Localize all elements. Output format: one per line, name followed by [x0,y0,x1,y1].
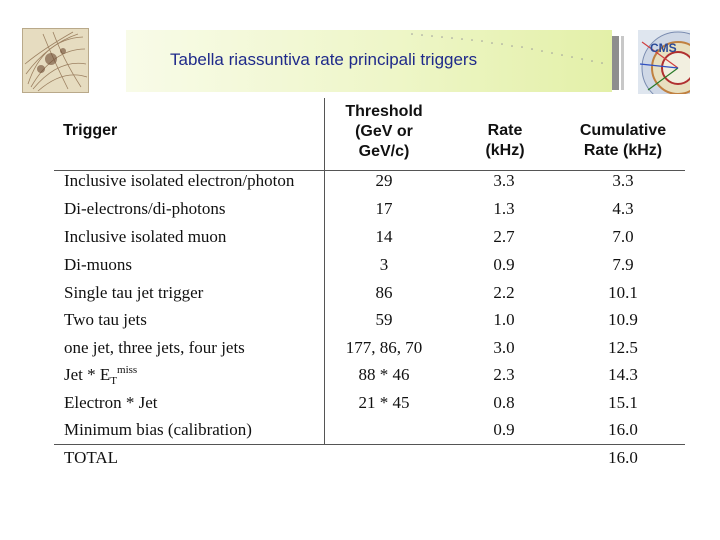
trigger-name: Di-muons [64,255,132,274]
cumulative-value: 16.0 [608,420,638,439]
cumulative-value: 3.3 [612,171,634,190]
trigger-name: one jet, three jets, four jets [64,338,245,357]
slide-title: Tabella riassuntiva rate principali trig… [170,50,478,69]
cumulative-value: 7.0 [612,227,634,246]
header-cumulative: Cumulative Rate (kHz) [567,121,679,161]
header-divider [54,170,685,171]
trigger-name-base: Jet * E [64,365,111,384]
rate-value: 1.0 [493,310,515,329]
threshold-value: 59 [375,310,393,329]
threshold-value: 14 [375,227,393,246]
table-row: Electron * Jet 21 * 45 0.8 15.1 [0,389,720,417]
cumulative-value: 10.1 [608,283,638,302]
cumulative-value: 10.9 [608,310,638,329]
table-row: Jet * ETmiss 88 * 46 2.3 14.3 [0,361,720,389]
total-label: TOTAL [64,448,119,467]
rate-value: 2.3 [493,365,515,384]
dotted-decoration [411,33,603,64]
table-row: Minimum bias (calibration) 0.9 16.0 [0,416,720,444]
trigger-name: Inclusive isolated muon [64,227,227,246]
threshold-value: 3 [379,255,389,274]
header-threshold-line3: GeV/c) [358,143,410,160]
threshold-value: 17 [375,199,393,218]
cms-logo-text: CMS [650,41,677,55]
trigger-name: Jet * ETmiss [64,361,137,391]
header-cumulative-line1: Cumulative [579,122,667,139]
total-row: TOTAL 16.0 [0,444,720,472]
column-divider [324,98,325,444]
rate-value: 0.8 [493,393,515,412]
trigger-name-subscript: T [110,375,118,387]
rate-value: 3.3 [493,171,515,190]
trigger-name: Di-electrons/di-photons [64,199,226,218]
trigger-name: Inclusive isolated electron/photon [64,171,295,190]
cumulative-value: 12.5 [608,338,638,357]
table-row: Two tau jets 59 1.0 10.9 [0,306,720,334]
trigger-name: Single tau jet trigger [64,283,204,302]
cumulative-value: 7.9 [612,255,634,274]
threshold-value: 86 [375,283,393,302]
cumulative-value: 15.1 [608,393,638,412]
cumulative-value: 4.3 [612,199,634,218]
title-banner [126,30,612,92]
cumulative-value: 14.3 [608,365,638,384]
rate-value: 0.9 [493,420,515,439]
rate-value: 1.3 [493,199,515,218]
table-row: Inclusive isolated muon 14 2.7 7.0 [0,223,720,251]
threshold-value: 177, 86, 70 [345,338,423,357]
table-row: Inclusive isolated electron/photon 29 3.… [0,167,720,195]
divider-bar-light [621,36,624,90]
header-threshold: Threshold (GeV or GeV/c) [328,102,440,162]
header-rate-line1: Rate [487,122,523,139]
total-divider [54,444,685,445]
table-row: Single tau jet trigger 86 2.2 10.1 [0,279,720,307]
particle-tracks-logo [22,28,89,93]
rate-value: 2.2 [493,283,515,302]
header-rate: Rate (kHz) [463,121,547,161]
header-rate-line2: (kHz) [485,142,525,159]
rate-value: 2.7 [493,227,515,246]
trigger-name-superscript: miss [117,364,138,376]
trigger-name: Two tau jets [64,310,147,329]
trigger-name: Minimum bias (calibration) [64,420,252,439]
header-threshold-line1: Threshold [345,103,423,120]
rate-value: 3.0 [493,338,515,357]
table-row: Di-muons 3 0.9 7.9 [0,251,720,279]
rate-value: 0.9 [493,255,515,274]
threshold-value: 29 [375,171,393,190]
cms-logo: CMS [638,30,690,94]
table-row: Di-electrons/di-photons 17 1.3 4.3 [0,195,720,223]
total-value: 16.0 [608,448,638,467]
header-cumulative-line2: Rate (kHz) [583,142,663,159]
table-row: one jet, three jets, four jets 177, 86, … [0,334,720,362]
threshold-value: 21 * 45 [358,393,410,412]
header-trigger: Trigger [63,122,118,139]
header-threshold-line2: (GeV or [355,123,413,140]
divider-bar [612,36,619,90]
threshold-value: 88 * 46 [358,365,410,384]
trigger-name: Electron * Jet [64,393,158,412]
